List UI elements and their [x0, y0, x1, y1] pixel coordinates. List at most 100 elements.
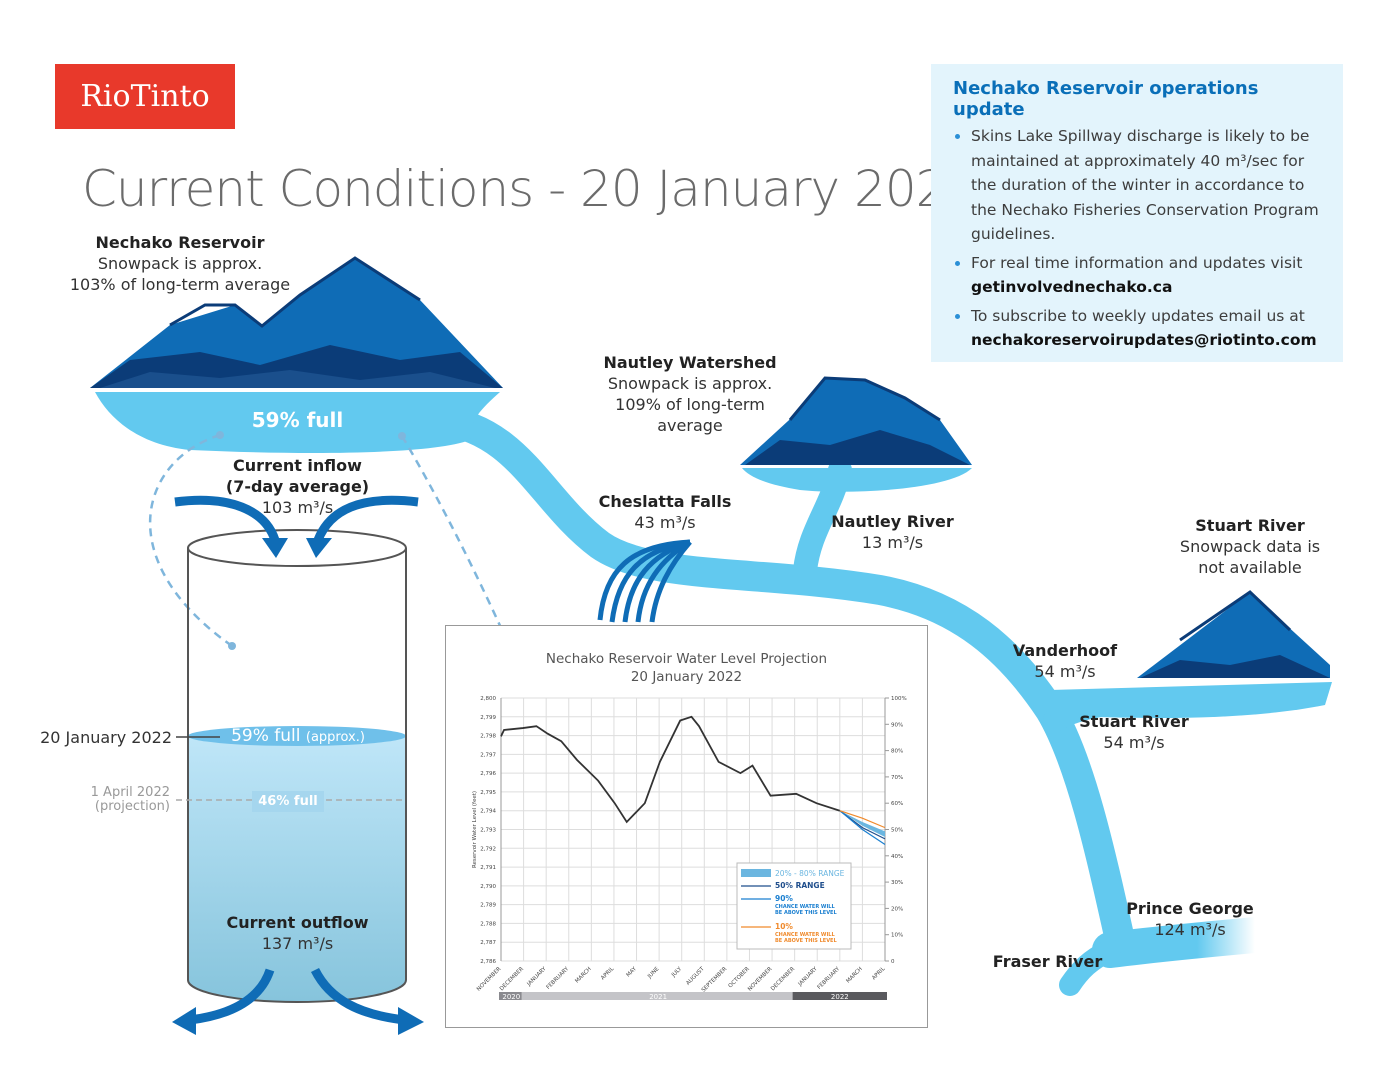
legend-note: CHANCE WATER WILL [775, 932, 835, 938]
projection-band [839, 810, 885, 838]
chart-title: Nechako Reservoir Water Level Projection… [545, 651, 828, 685]
page-title: Current Conditions - 20 January 2022 [82, 160, 978, 218]
y-tick-label: 2,789 [480, 903, 496, 909]
vanderhoof-label: Vanderhoof 54 m³/s [1012, 641, 1118, 681]
year-bar [521, 992, 795, 1000]
nautley-river-label: Nautley River 13 m³/s [831, 512, 954, 552]
ops-item-text: Skins Lake Spillway discharge is likely … [971, 127, 1319, 243]
x-tick-label: MARCH [845, 966, 863, 984]
y-tick-label: 2,792 [480, 846, 496, 852]
x-tick-label: JANUARY [797, 966, 819, 988]
water-level-chart: Nechako Reservoir Water Level Projection… [445, 625, 928, 1028]
outflow-label: Current outflow 137 m³/s [226, 913, 369, 953]
y-tick-label: 2,795 [480, 790, 496, 796]
x-tick-label: APRIL [600, 966, 616, 982]
legend [736, 862, 852, 950]
y-tick-label: 2,796 [480, 771, 496, 777]
legend-note: CHANCE WATER WILL [775, 904, 835, 910]
outflow-arrow-left [189, 968, 275, 1025]
legend-label: 90% [775, 894, 793, 903]
year-bar [499, 992, 524, 1000]
rio-tinto-logo: RioTinto [55, 64, 235, 129]
nautley-watershed-label: Nautley Watershed Snowpack is approx. 109%… [603, 353, 777, 435]
cheslatta-falls-icon [597, 539, 692, 623]
flow-arrows [174, 495, 419, 1025]
inflow-arrow-right [313, 495, 419, 542]
ops-item: For real time information and updates vi… [971, 251, 1321, 300]
prince-george-label: Prince George 124 m³/s [1126, 899, 1254, 939]
y2-tick-label: 90% [891, 722, 903, 728]
y-tick-label: 2,797 [480, 752, 496, 758]
logo-text: RioTinto [80, 79, 210, 114]
outflow-arrow-right [310, 967, 406, 1025]
reservoir-mountain [90, 256, 503, 388]
inflow-arrow-left [174, 495, 280, 542]
fraser-river-label: Fraser River [992, 952, 1103, 971]
x-tick-label: APRIL [871, 966, 887, 982]
x-tick-label: MAY [626, 966, 639, 979]
y-tick-label: 2,799 [480, 715, 496, 721]
nautley-mountain [740, 376, 972, 492]
projection-date-label: 1 April 2022 (projection) [90, 785, 170, 814]
x-tick-label: DECEMBER [499, 966, 525, 992]
operations-heading: Nechako Reservoir operations update [953, 78, 1259, 120]
y-tick-label: 2,787 [480, 940, 496, 946]
series-line [839, 810, 886, 846]
y2-tick-label: 100% [891, 696, 907, 702]
ops-item: To subscribe to weekly updates email us … [971, 304, 1321, 353]
x-tick-label: JULY [670, 966, 683, 979]
year-label: 2022 [831, 993, 849, 1001]
series-line [839, 810, 886, 829]
y-tick-label: 2,791 [480, 865, 496, 871]
inflow-label: Current inflow (7-day average) 103 m³/s [225, 456, 370, 517]
email-link[interactable]: nechakoreservoirupdates@riotinto.com [971, 331, 1317, 349]
fraser-river [1092, 917, 1273, 968]
y2-tick-label: 40% [891, 854, 903, 860]
cheslatta-falls-label: Cheslatta Falls 43 m³/s [598, 492, 732, 532]
nechako-river [425, 405, 1135, 955]
y-tick-label: 2,794 [480, 809, 496, 815]
y-tick-label: 2,788 [480, 921, 496, 927]
ops-item: Skins Lake Spillway discharge is likely … [971, 124, 1321, 247]
x-tick-label: JUNE [646, 966, 661, 981]
operations-update-panel: Nechako Reservoir operations update Skin… [931, 64, 1343, 362]
fraser-river-down [1059, 939, 1121, 996]
y-tick-label: 2,800 [480, 696, 496, 702]
reservoir-full-label: 59% full [251, 408, 344, 432]
x-tick-label: FEBRUARY [546, 966, 571, 991]
ops-item-text: For real time information and updates vi… [971, 253, 1303, 272]
legend-label: 10% [775, 922, 793, 931]
ops-item-text: To subscribe to weekly updates email us … [971, 306, 1305, 325]
y2-tick-label: 30% [891, 880, 903, 886]
x-tick-label: JANUARY [526, 966, 548, 988]
legend-label: 20% - 80% RANGE [775, 869, 845, 878]
stuart-river-label: Stuart River 54 m³/s [1079, 712, 1189, 752]
reservoir-label: Nechako Reservoir Snowpack is approx. 103%… [69, 233, 291, 294]
y2-tick-label: 50% [891, 828, 903, 834]
year-bar [792, 992, 887, 1000]
legend-note: BE ABOVE THIS LEVEL [775, 910, 837, 916]
y2-tick-label: 70% [891, 775, 903, 781]
series-line [500, 715, 841, 824]
reservoir-cylinder [176, 529, 407, 1003]
y2-tick-label: 0 [891, 959, 895, 965]
y2-tick-label: 10% [891, 933, 903, 939]
x-tick-label: DECEMBER [770, 966, 796, 992]
legend-swatch [741, 869, 771, 877]
y2-tick-label: 80% [891, 749, 903, 755]
x-tick-label: OCTOBER [728, 966, 751, 989]
y-tick-label: 2,798 [480, 734, 496, 740]
y2-tick-label: 60% [891, 801, 903, 807]
y-axis-label: Reservoir Water Level (feet) [472, 791, 478, 868]
website-link[interactable]: getinvolvednechako.ca [971, 278, 1173, 296]
stuart-mountain [1050, 590, 1332, 718]
x-tick-label: FEBRUARY [817, 966, 842, 991]
projection-level-label: 46% full [252, 791, 324, 812]
year-label: 2021 [649, 993, 667, 1001]
legend-label: 50% RANGE [775, 881, 825, 890]
x-tick-label: MARCH [574, 966, 592, 984]
year-label: 2020 [502, 993, 520, 1001]
